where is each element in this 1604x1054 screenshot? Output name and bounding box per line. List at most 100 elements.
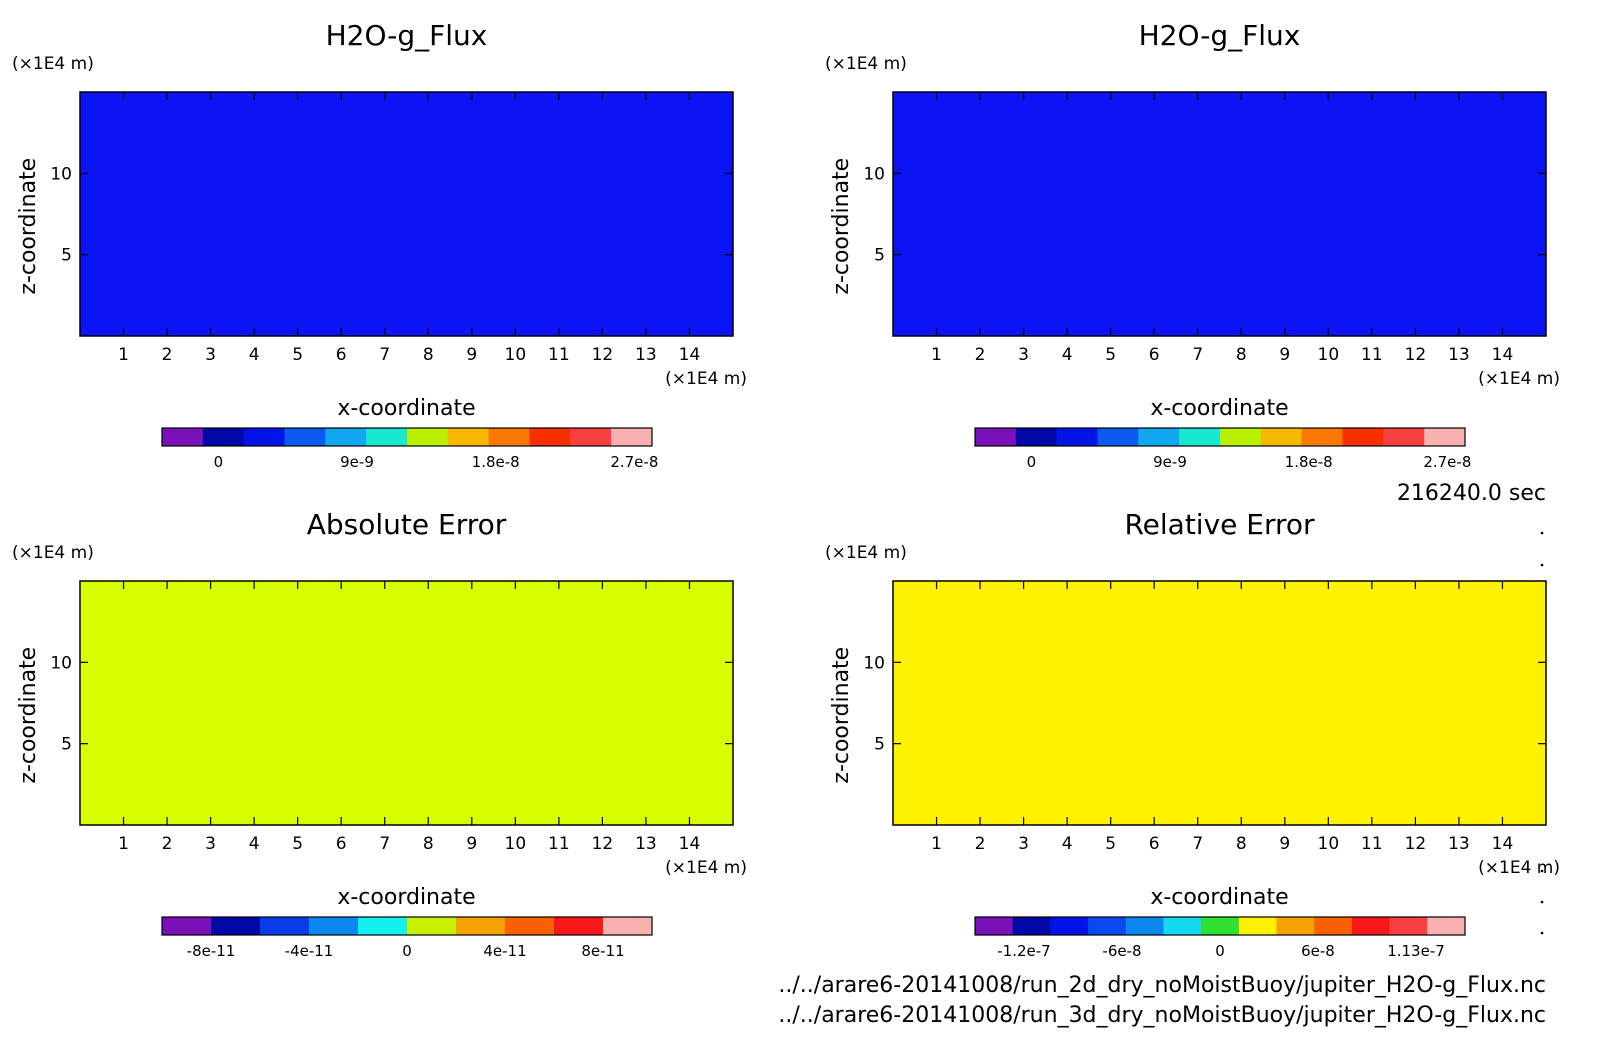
colorbar-swatch — [243, 428, 285, 446]
colorbar-swatch — [975, 428, 1017, 446]
colorbar-swatch — [1220, 428, 1262, 446]
colorbar-swatch — [1342, 428, 1384, 446]
y-tick-label: 5 — [61, 246, 72, 266]
y-tick-label: 10 — [50, 653, 72, 673]
contour-fill — [893, 581, 1546, 825]
x-tick-label: 6 — [1149, 834, 1160, 854]
colorbar-swatch — [1056, 428, 1098, 446]
y-tick-label: 10 — [50, 164, 72, 184]
x-tick-label: 10 — [505, 345, 527, 365]
y-axis-label: z-coordinate — [829, 647, 854, 784]
x-tick-label: 3 — [205, 834, 216, 854]
x-tick-label: 2 — [162, 834, 173, 854]
x-tick-label: 12 — [1405, 834, 1427, 854]
x-tick-label: 1 — [931, 834, 942, 854]
colorbar-swatch — [611, 428, 653, 446]
x-tick-label: 9 — [1279, 345, 1290, 365]
chart-panel: H2O-g_Flux(×1E4 m)1 2 3 4 5 6 7 8 9 10 11 12 13 14510… — [825, 19, 1560, 471]
x-tick-label: 9 — [466, 834, 477, 854]
x-tick-label: 11 — [1361, 345, 1383, 365]
y-unit-label: (×1E4 m) — [825, 54, 907, 74]
x-axis-label: x-coordinate — [1150, 396, 1288, 421]
x-axis-label: x-coordinate — [337, 396, 475, 421]
x-tick-label: 6 — [336, 345, 347, 365]
x-tick-label: 11 — [548, 345, 570, 365]
colorbar-swatch — [1050, 917, 1089, 935]
edge-dot — [1540, 900, 1544, 904]
x-tick-label: 13 — [635, 834, 657, 854]
edge-dot — [1540, 869, 1544, 873]
y-unit-label: (×1E4 m) — [825, 543, 907, 563]
x-axis-label: x-coordinate — [1150, 885, 1288, 910]
x-unit-label: (×1E4 m) — [1478, 858, 1560, 878]
y-unit-label: (×1E4 m) — [12, 543, 94, 563]
x-tick-label: 5 — [292, 834, 303, 854]
x-tick-label: 11 — [548, 834, 570, 854]
colorbar-label: 0 — [402, 942, 412, 960]
colorbar-swatch — [260, 917, 310, 935]
y-axis-label: z-coordinate — [16, 647, 41, 784]
x-tick-label: 7 — [379, 834, 390, 854]
chart-panel: Relative Error(×1E4 m)1 2 3 4 5 6 7 8 9 10 11 12 13 1… — [825, 508, 1560, 960]
colorbar-swatch — [1238, 917, 1278, 935]
plot-frame — [892, 580, 1547, 826]
contour-fill — [893, 92, 1546, 336]
contour-fill — [80, 92, 733, 336]
x-tick-label: 12 — [592, 834, 614, 854]
colorbar-swatch — [309, 917, 359, 935]
colorbar-swatch — [529, 428, 571, 446]
colorbar-swatch — [1088, 917, 1127, 935]
plot-frame — [79, 580, 734, 826]
colorbar-swatch — [603, 917, 653, 935]
y-tick-label: 10 — [863, 653, 885, 673]
x-unit-label: (×1E4 m) — [665, 858, 747, 878]
colorbar-label: 1.8e-8 — [1285, 453, 1333, 471]
x-tick-label: 8 — [423, 345, 434, 365]
colorbar-swatch — [162, 428, 204, 446]
colorbar-swatch — [1260, 428, 1303, 446]
chart-title: H2O-g_Flux — [326, 19, 488, 52]
y-tick-label: 5 — [874, 735, 885, 755]
x-tick-label: 14 — [679, 834, 701, 854]
colorbar-swatch — [1301, 428, 1343, 446]
chart-title: Relative Error — [1124, 508, 1315, 541]
colorbar-swatch — [488, 428, 530, 446]
colorbar-label: 8e-11 — [581, 942, 624, 960]
colorbar-swatch — [211, 917, 261, 935]
colorbar-label: 6e-8 — [1301, 942, 1335, 960]
x-tick-label: 4 — [249, 834, 260, 854]
colorbar-label: 1.8e-8 — [472, 453, 520, 471]
colorbar-swatch — [1383, 428, 1425, 446]
x-unit-label: (×1E4 m) — [665, 369, 747, 389]
x-tick-label: 3 — [205, 345, 216, 365]
colorbar-frame — [161, 427, 653, 447]
x-tick-label: 11 — [1361, 834, 1383, 854]
colorbar-swatch — [284, 428, 326, 446]
colorbar-swatch — [456, 917, 506, 935]
x-tick-label: 1 — [931, 345, 942, 365]
colorbar-swatch — [505, 917, 555, 935]
y-unit-label: (×1E4 m) — [12, 54, 94, 74]
colorbar-label: 4e-11 — [483, 942, 526, 960]
colorbar-swatch — [1351, 917, 1391, 935]
colorbar-swatch — [358, 917, 408, 935]
colorbar-label: 1.13e-7 — [1387, 942, 1445, 960]
x-tick-label: 5 — [1105, 345, 1116, 365]
y-axis-label: z-coordinate — [16, 158, 41, 295]
colorbar-swatch — [325, 428, 367, 446]
x-tick-label: 7 — [1192, 345, 1203, 365]
x-unit-label: (×1E4 m) — [1478, 369, 1560, 389]
x-tick-label: 6 — [1149, 345, 1160, 365]
colorbar-swatch — [570, 428, 612, 446]
x-tick-label: 7 — [379, 345, 390, 365]
x-tick-label: 12 — [1405, 345, 1427, 365]
x-tick-label: 13 — [1448, 834, 1470, 854]
colorbar-swatch — [407, 428, 449, 446]
chart-panel: Absolute Error(×1E4 m)1 2 3 4 5 6 7 8 9 10 11 12 13 1… — [12, 508, 747, 960]
colorbar-label: 2.7e-8 — [610, 453, 658, 471]
y-tick-label: 10 — [863, 164, 885, 184]
x-tick-label: 12 — [592, 345, 614, 365]
colorbar-swatch — [1097, 428, 1139, 446]
x-tick-label: 10 — [1318, 834, 1340, 854]
